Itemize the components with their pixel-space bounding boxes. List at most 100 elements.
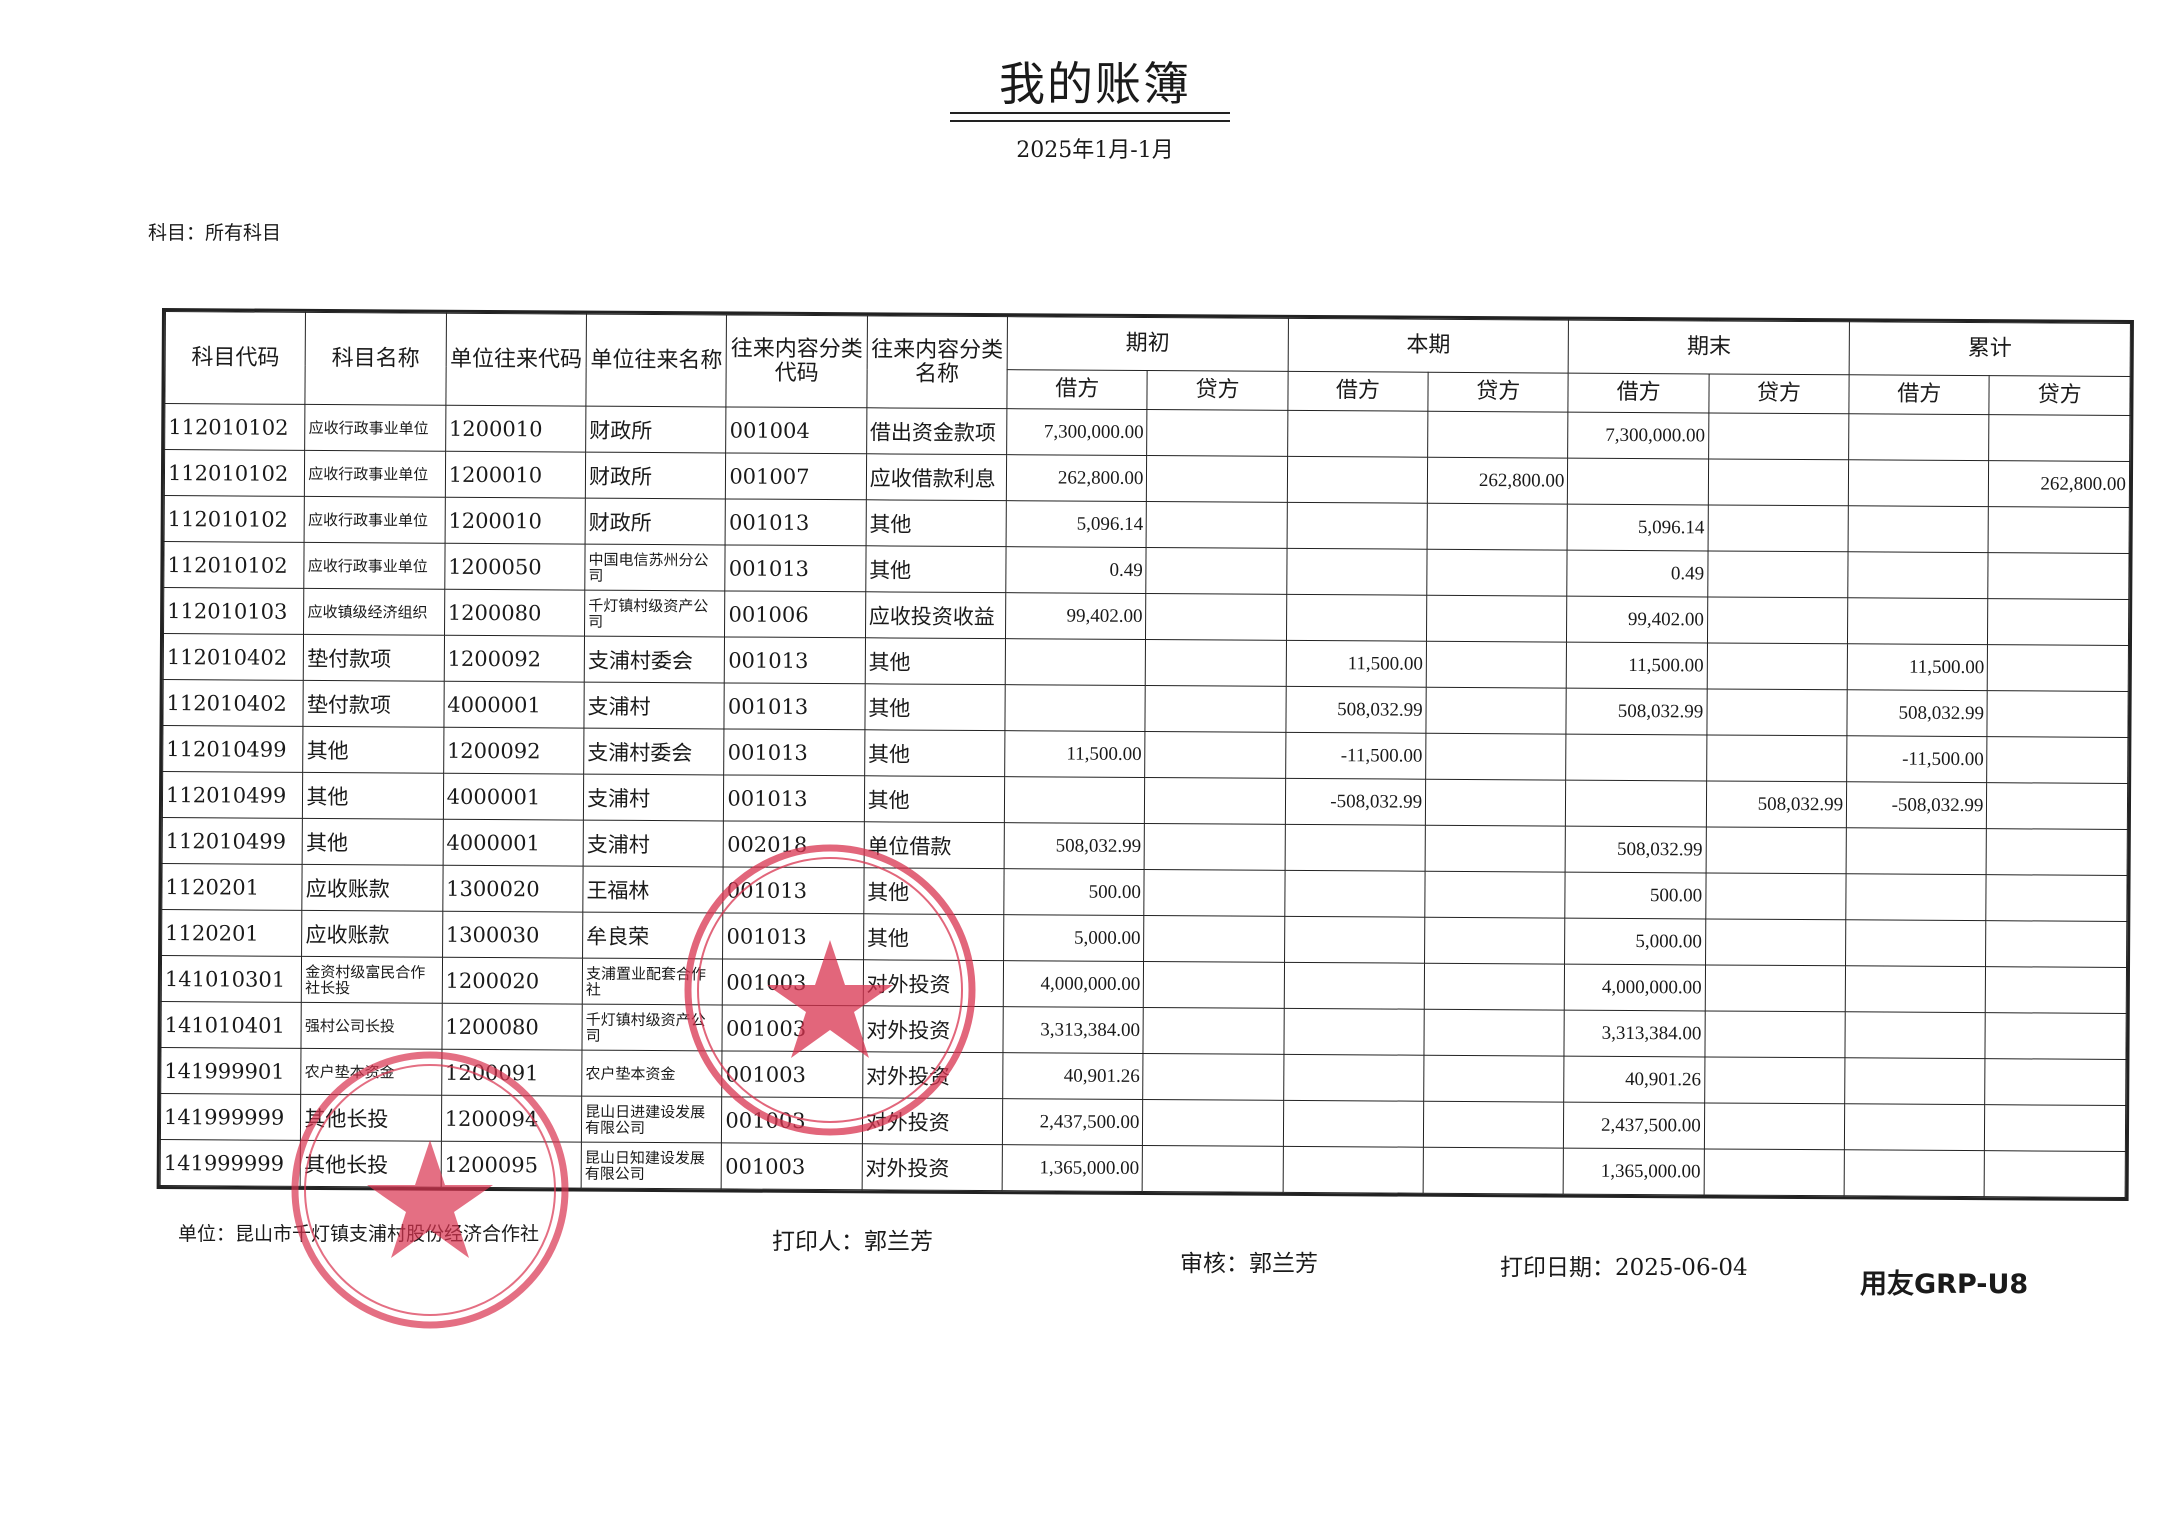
cell-cumulative-debit xyxy=(1847,597,1989,645)
cell-opening-debit: 262,800.00 xyxy=(1006,454,1148,502)
cell-unit-name: 农户垫本资金 xyxy=(581,1050,723,1097)
cell-category-name: 其他 xyxy=(864,775,1005,823)
cell-opening-debit: 3,313,384.00 xyxy=(1003,1006,1144,1054)
cell-category-name: 其他 xyxy=(863,913,1004,961)
header-current: 本期 xyxy=(1287,318,1569,374)
cell-current-credit xyxy=(1424,917,1566,965)
cell-cumulative-debit xyxy=(1844,1057,1986,1105)
header-credit: 贷方 xyxy=(1427,372,1569,413)
cell-closing-credit xyxy=(1704,1102,1845,1150)
header-account-name: 科目名称 xyxy=(305,312,447,406)
cell-category-name: 对外投资 xyxy=(861,1143,1003,1191)
cell-current-credit xyxy=(1423,1055,1565,1103)
cell-category-code: 001003 xyxy=(721,1142,863,1190)
cell-current-credit: 262,800.00 xyxy=(1427,457,1569,505)
cell-unit-name: 王福林 xyxy=(582,866,724,913)
cell-category-name: 单位借款 xyxy=(863,821,1005,869)
cell-account-code: 112010499 xyxy=(162,817,303,865)
cell-opening-credit xyxy=(1145,685,1286,733)
header-opening: 期初 xyxy=(1007,316,1289,372)
cell-category-code: 001003 xyxy=(721,1096,863,1144)
cell-account-code: 1120201 xyxy=(161,909,303,957)
cell-unit-code: 1200092 xyxy=(443,635,585,683)
cell-closing-credit xyxy=(1704,1056,1846,1104)
cell-account-name: 应收行政事业单位 xyxy=(304,542,445,590)
cell-opening-credit xyxy=(1145,593,1287,641)
header-category-name: 往来内容分类名称 xyxy=(866,315,1008,409)
cell-closing-credit xyxy=(1706,734,1848,782)
cell-current-debit: 508,032.99 xyxy=(1285,686,1427,734)
cell-category-code: 001013 xyxy=(725,544,866,592)
header-cumulative: 累计 xyxy=(1849,321,2131,377)
cell-opening-debit: 99,402.00 xyxy=(1005,592,1147,640)
cell-category-name: 其他 xyxy=(865,545,1007,593)
cell-account-code: 112010102 xyxy=(164,449,305,497)
cell-category-code: 001013 xyxy=(724,728,865,776)
cell-account-code: 112010102 xyxy=(163,541,305,589)
cell-closing-debit: 40,901.26 xyxy=(1564,1056,1705,1103)
cell-opening-credit xyxy=(1143,1053,1284,1101)
software-logo: 用友GRP-U8 xyxy=(1860,1269,2029,1300)
cell-opening-credit xyxy=(1143,915,1285,963)
cell-closing-debit: 7,300,000.00 xyxy=(1568,412,1709,459)
cell-unit-name: 支浦村 xyxy=(583,682,725,729)
cell-unit-code: 1200094 xyxy=(441,1095,582,1143)
cell-category-name: 借出资金款项 xyxy=(866,407,1007,455)
cell-current-debit xyxy=(1283,1100,1424,1148)
cell-account-name: 其他长投 xyxy=(300,1094,442,1142)
cell-cumulative-debit xyxy=(1846,827,1987,875)
cell-current-credit xyxy=(1423,1147,1564,1195)
cell-account-name: 强村公司长投 xyxy=(301,1002,442,1050)
ledger-table: 科目代码 科目名称 单位往来代码 单位往来名称 往来内容分类代码 往来内容分类名… xyxy=(156,308,2134,1202)
cell-cumulative-debit xyxy=(1845,1011,1986,1059)
page-title: 我的账簿 xyxy=(999,57,1191,111)
header-account-code: 科目代码 xyxy=(164,311,306,405)
cell-opening-debit: 0.49 xyxy=(1005,546,1147,594)
cell-closing-debit: 500.00 xyxy=(1565,872,1706,919)
cell-current-debit xyxy=(1284,824,1426,872)
cell-opening-credit xyxy=(1146,501,1288,549)
cell-opening-debit: 11,500.00 xyxy=(1004,730,1146,778)
cell-unit-name: 财政所 xyxy=(585,452,727,499)
cell-closing-debit xyxy=(1567,458,1709,505)
cell-closing-debit: 2,437,500.00 xyxy=(1563,1102,1705,1149)
cell-opening-credit xyxy=(1145,639,1287,687)
cell-category-name: 对外投资 xyxy=(862,1005,1004,1053)
cell-unit-code: 1200095 xyxy=(440,1141,582,1189)
cell-cumulative-debit xyxy=(1845,873,1987,921)
cell-account-code: 112010102 xyxy=(164,403,306,451)
cell-current-debit xyxy=(1286,502,1428,550)
cell-category-name: 其他 xyxy=(863,867,1005,915)
cell-opening-debit xyxy=(1005,638,1146,686)
cell-category-name: 对外投资 xyxy=(862,1051,1004,1099)
cell-account-name: 其他长投 xyxy=(300,1140,442,1188)
header-unit-name: 单位往来名称 xyxy=(585,314,727,407)
cell-account-code: 1120201 xyxy=(161,863,303,911)
cell-category-code: 001003 xyxy=(722,958,864,1006)
cell-cumulative-credit xyxy=(1988,552,2130,600)
cell-closing-debit: 4,000,000.00 xyxy=(1564,964,1706,1011)
header-debit: 借方 xyxy=(1568,373,1709,413)
cell-cumulative-debit: -508,032.99 xyxy=(1846,781,1988,829)
cell-cumulative-credit xyxy=(1984,1150,2126,1198)
cell-opening-debit xyxy=(1004,684,1146,732)
cell-closing-debit xyxy=(1565,780,1707,827)
cell-cumulative-debit xyxy=(1845,919,1987,967)
cell-current-credit xyxy=(1426,595,1568,643)
cell-current-credit xyxy=(1424,963,1565,1011)
cell-category-name: 其他 xyxy=(864,637,1006,685)
cell-opening-debit: 40,901.26 xyxy=(1002,1052,1144,1100)
cell-unit-code: 1200010 xyxy=(444,497,586,545)
cell-current-credit xyxy=(1423,1101,1565,1149)
cell-cumulative-debit xyxy=(1844,1103,1986,1151)
cell-current-credit xyxy=(1426,549,1568,597)
cell-unit-name: 支浦村 xyxy=(583,774,725,821)
cell-cumulative-credit xyxy=(1985,1058,2126,1106)
cell-category-name: 对外投资 xyxy=(862,959,1004,1007)
cell-opening-debit: 5,000.00 xyxy=(1003,914,1145,962)
cell-cumulative-credit xyxy=(1987,690,2129,738)
cell-current-debit xyxy=(1286,594,1427,642)
cell-current-debit xyxy=(1284,916,1425,964)
cell-closing-credit xyxy=(1705,872,1847,920)
cell-cumulative-credit: 262,800.00 xyxy=(1988,460,2130,508)
